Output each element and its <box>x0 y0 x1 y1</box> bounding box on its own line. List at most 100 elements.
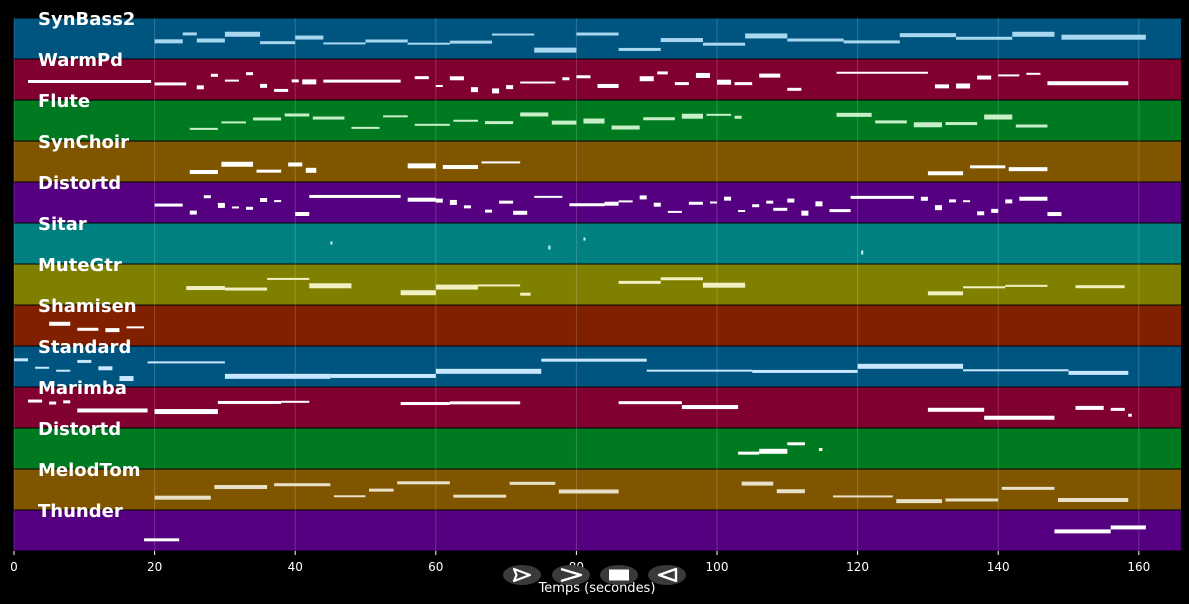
note <box>674 82 689 86</box>
note <box>186 286 225 291</box>
note <box>660 38 703 43</box>
note <box>400 290 436 296</box>
note <box>154 39 183 44</box>
note <box>513 210 528 215</box>
note <box>695 72 710 78</box>
note <box>520 112 549 117</box>
note <box>267 277 310 280</box>
note <box>224 79 239 82</box>
note <box>836 112 872 117</box>
note <box>221 121 246 124</box>
note <box>449 199 457 205</box>
note <box>520 81 556 84</box>
note <box>49 321 71 326</box>
note <box>667 210 682 213</box>
track-band <box>14 305 1181 346</box>
note <box>509 481 556 485</box>
note <box>977 75 992 80</box>
note <box>836 71 928 74</box>
track-label: WarmPd <box>38 50 123 71</box>
note <box>576 32 619 36</box>
track-label: Thunder <box>38 501 123 522</box>
note <box>752 204 760 208</box>
x-tick-label: 0 <box>10 560 18 574</box>
note <box>548 245 551 250</box>
note <box>861 250 864 255</box>
note <box>611 125 640 130</box>
note <box>323 79 401 83</box>
note <box>400 402 450 406</box>
rewind-button[interactable] <box>648 565 686 585</box>
note <box>442 165 478 170</box>
note <box>369 488 394 492</box>
note <box>154 82 187 86</box>
note <box>738 210 746 213</box>
note <box>745 33 788 39</box>
note <box>260 41 296 45</box>
note <box>815 201 823 207</box>
note <box>295 212 310 217</box>
note <box>1047 212 1062 217</box>
note <box>1110 525 1146 530</box>
note <box>196 85 204 90</box>
note <box>534 195 563 198</box>
note <box>998 74 1020 77</box>
note <box>1061 34 1146 40</box>
note <box>274 483 331 487</box>
note <box>583 237 586 241</box>
note <box>245 206 254 210</box>
note <box>984 114 1013 120</box>
note <box>899 33 957 38</box>
note <box>77 408 148 413</box>
note <box>1008 167 1048 172</box>
note <box>702 282 746 288</box>
note <box>28 79 152 83</box>
note <box>787 38 844 42</box>
note <box>717 79 732 85</box>
note <box>309 283 352 289</box>
note <box>330 241 333 245</box>
note <box>77 327 99 331</box>
note <box>98 366 113 371</box>
note <box>646 369 753 372</box>
track-band <box>14 141 1181 182</box>
note <box>896 499 942 504</box>
track-band <box>14 387 1181 428</box>
note <box>857 363 964 369</box>
play-button[interactable] <box>503 565 541 585</box>
note <box>189 170 218 175</box>
stop-button[interactable] <box>600 565 638 585</box>
note <box>653 202 661 207</box>
note <box>657 71 668 75</box>
note <box>934 205 942 211</box>
note <box>284 113 310 117</box>
note <box>14 358 29 362</box>
note <box>35 366 50 369</box>
note <box>945 498 999 502</box>
note <box>520 292 531 296</box>
note <box>618 280 661 284</box>
note <box>562 77 570 81</box>
note <box>351 126 380 129</box>
note <box>702 42 746 46</box>
x-tick-label: 140 <box>987 560 1010 574</box>
fast-forward-button[interactable] <box>552 565 590 585</box>
note <box>203 195 211 199</box>
notes-layer <box>14 31 1146 542</box>
note <box>734 82 753 86</box>
note <box>773 207 788 211</box>
note <box>706 113 732 116</box>
note <box>970 165 1006 169</box>
stop-icon <box>609 569 629 581</box>
note <box>154 495 211 500</box>
note <box>984 415 1055 420</box>
note <box>1068 370 1129 375</box>
track-label: Standard <box>38 337 131 358</box>
note <box>147 361 225 364</box>
note <box>449 76 464 81</box>
note <box>1110 407 1125 411</box>
note <box>105 328 120 333</box>
note <box>643 117 675 121</box>
note <box>453 494 507 498</box>
note <box>1128 413 1132 417</box>
